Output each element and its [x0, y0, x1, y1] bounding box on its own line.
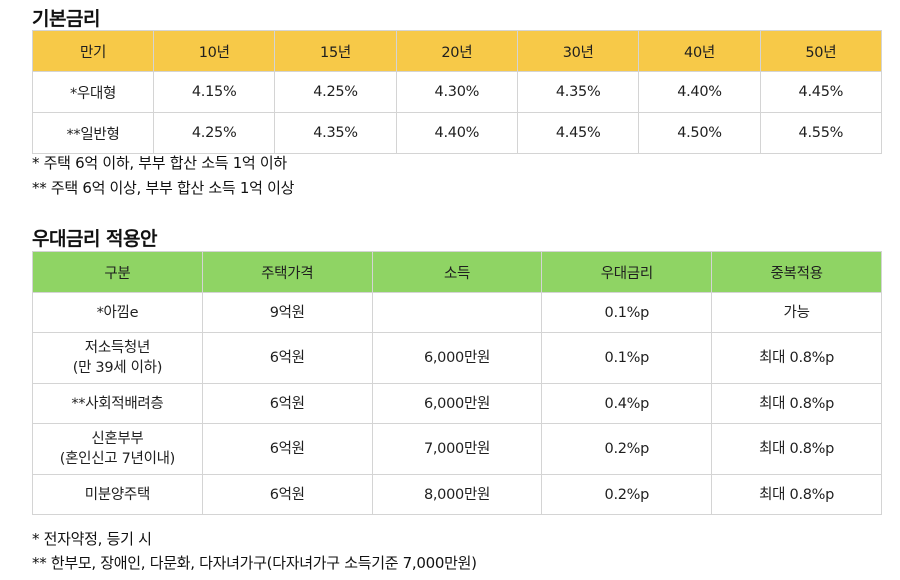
table-row: 신혼부부 (혼인신고 7년이내) 6억원 7,000만원 0.2%p 최대 0.… — [32, 423, 882, 475]
price-cell: 6억원 — [201, 383, 373, 424]
rate-cell: 4.45% — [759, 71, 883, 113]
category-sublabel: (혼인신고 7년이내) — [59, 451, 176, 467]
header-overlap: 중복적용 — [711, 251, 882, 293]
overlap-cell: 최대 0.8%p — [711, 383, 882, 424]
rate-cell: 4.40% — [395, 112, 518, 154]
price-cell: 6억원 — [201, 332, 373, 384]
category-label: **사회적배려층 — [71, 395, 164, 412]
category-label: 신혼부부 — [91, 431, 144, 447]
rate-cell: 4.15% — [152, 71, 276, 113]
rate-cell: 4.25% — [152, 112, 276, 154]
base-note-2: ** 주택 6억 이상, 부부 합산 소득 1억 이상 — [32, 179, 295, 197]
base-rate-table: 만기 10년 15년 20년 30년 40년 50년 *우대형 4.15% 4.… — [32, 30, 883, 154]
rate-cell: 4.35% — [274, 112, 397, 154]
rate-cell: 4.25% — [274, 71, 397, 113]
rate-cell: 0.1%p — [541, 292, 713, 333]
income-cell: 6,000만원 — [371, 383, 543, 424]
overlap-cell: 가능 — [711, 292, 882, 333]
base-note-1: * 주택 6억 이하, 부부 합산 소득 1억 이하 — [32, 154, 287, 172]
income-cell — [371, 292, 543, 333]
rate-cell: 0.2%p — [541, 423, 713, 475]
table-header-row: 구분 주택가격 소득 우대금리 중복적용 — [32, 251, 882, 293]
header-category: 구분 — [32, 251, 203, 293]
table-row: **사회적배려층 6억원 6,000만원 0.4%p 최대 0.8%p — [32, 383, 882, 424]
row-label: *우대형 — [32, 71, 154, 113]
header-house-price: 주택가격 — [201, 251, 373, 293]
income-cell: 8,000만원 — [371, 474, 543, 515]
rate-cell: 0.4%p — [541, 383, 713, 424]
header-term: 만기 — [32, 30, 154, 72]
category-cell: 저소득청년 (만 39세 이하) — [32, 332, 203, 384]
preferential-note-2: ** 한부모, 장애인, 다문화, 다자녀가구(다자녀가구 소득기준 7,000… — [32, 554, 477, 572]
category-cell: **사회적배려층 — [32, 383, 203, 424]
category-cell: 신혼부부 (혼인신고 7년이내) — [32, 423, 203, 475]
header-15y: 15년 — [274, 30, 397, 72]
overlap-cell: 최대 0.8%p — [711, 474, 882, 515]
rate-cell: 0.1%p — [541, 332, 713, 384]
price-cell: 9억원 — [201, 292, 373, 333]
overlap-cell: 최대 0.8%p — [711, 332, 882, 384]
table-row: 저소득청년 (만 39세 이하) 6억원 6,000만원 0.1%p 최대 0.… — [32, 332, 882, 384]
header-30y: 30년 — [516, 30, 640, 72]
header-40y: 40년 — [638, 30, 761, 72]
category-label: 미분양주택 — [84, 486, 151, 503]
table-header-row: 만기 10년 15년 20년 30년 40년 50년 — [32, 30, 883, 72]
rate-cell: 4.30% — [395, 71, 518, 113]
price-cell: 6억원 — [201, 474, 373, 515]
category-cell: *아낌e — [32, 292, 203, 333]
header-50y: 50년 — [759, 30, 883, 72]
preferential-rate-title: 우대금리 적용안 — [32, 228, 157, 250]
header-20y: 20년 — [395, 30, 518, 72]
price-cell: 6억원 — [201, 423, 373, 475]
rate-cell: 4.35% — [516, 71, 640, 113]
rate-cell: 4.45% — [516, 112, 640, 154]
table-row: *아낌e 9억원 0.1%p 가능 — [32, 292, 882, 333]
table-row: 미분양주택 6억원 8,000만원 0.2%p 최대 0.8%p — [32, 474, 882, 515]
rate-cell: 4.40% — [638, 71, 761, 113]
row-label: **일반형 — [32, 112, 154, 154]
category-cell: 미분양주택 — [32, 474, 203, 515]
header-preferential-rate: 우대금리 — [541, 251, 713, 293]
header-income: 소득 — [371, 251, 543, 293]
base-rate-title: 기본금리 — [32, 8, 100, 30]
rate-cell: 0.2%p — [541, 474, 713, 515]
preferential-rate-table: 구분 주택가격 소득 우대금리 중복적용 *아낌e 9억원 0.1%p 가능 저… — [32, 251, 882, 515]
table-row: **일반형 4.25% 4.35% 4.40% 4.45% 4.50% 4.55… — [32, 112, 883, 154]
rate-cell: 4.50% — [638, 112, 761, 154]
rate-cell: 4.55% — [759, 112, 883, 154]
header-10y: 10년 — [152, 30, 276, 72]
category-sublabel: (만 39세 이하) — [72, 360, 163, 376]
overlap-cell: 최대 0.8%p — [711, 423, 882, 475]
income-cell: 7,000만원 — [371, 423, 543, 475]
category-label: 저소득청년 — [84, 340, 151, 356]
category-label: *아낌e — [96, 304, 139, 321]
income-cell: 6,000만원 — [371, 332, 543, 384]
preferential-note-1: * 전자약정, 등기 시 — [32, 530, 152, 548]
table-row: *우대형 4.15% 4.25% 4.30% 4.35% 4.40% 4.45% — [32, 71, 883, 113]
